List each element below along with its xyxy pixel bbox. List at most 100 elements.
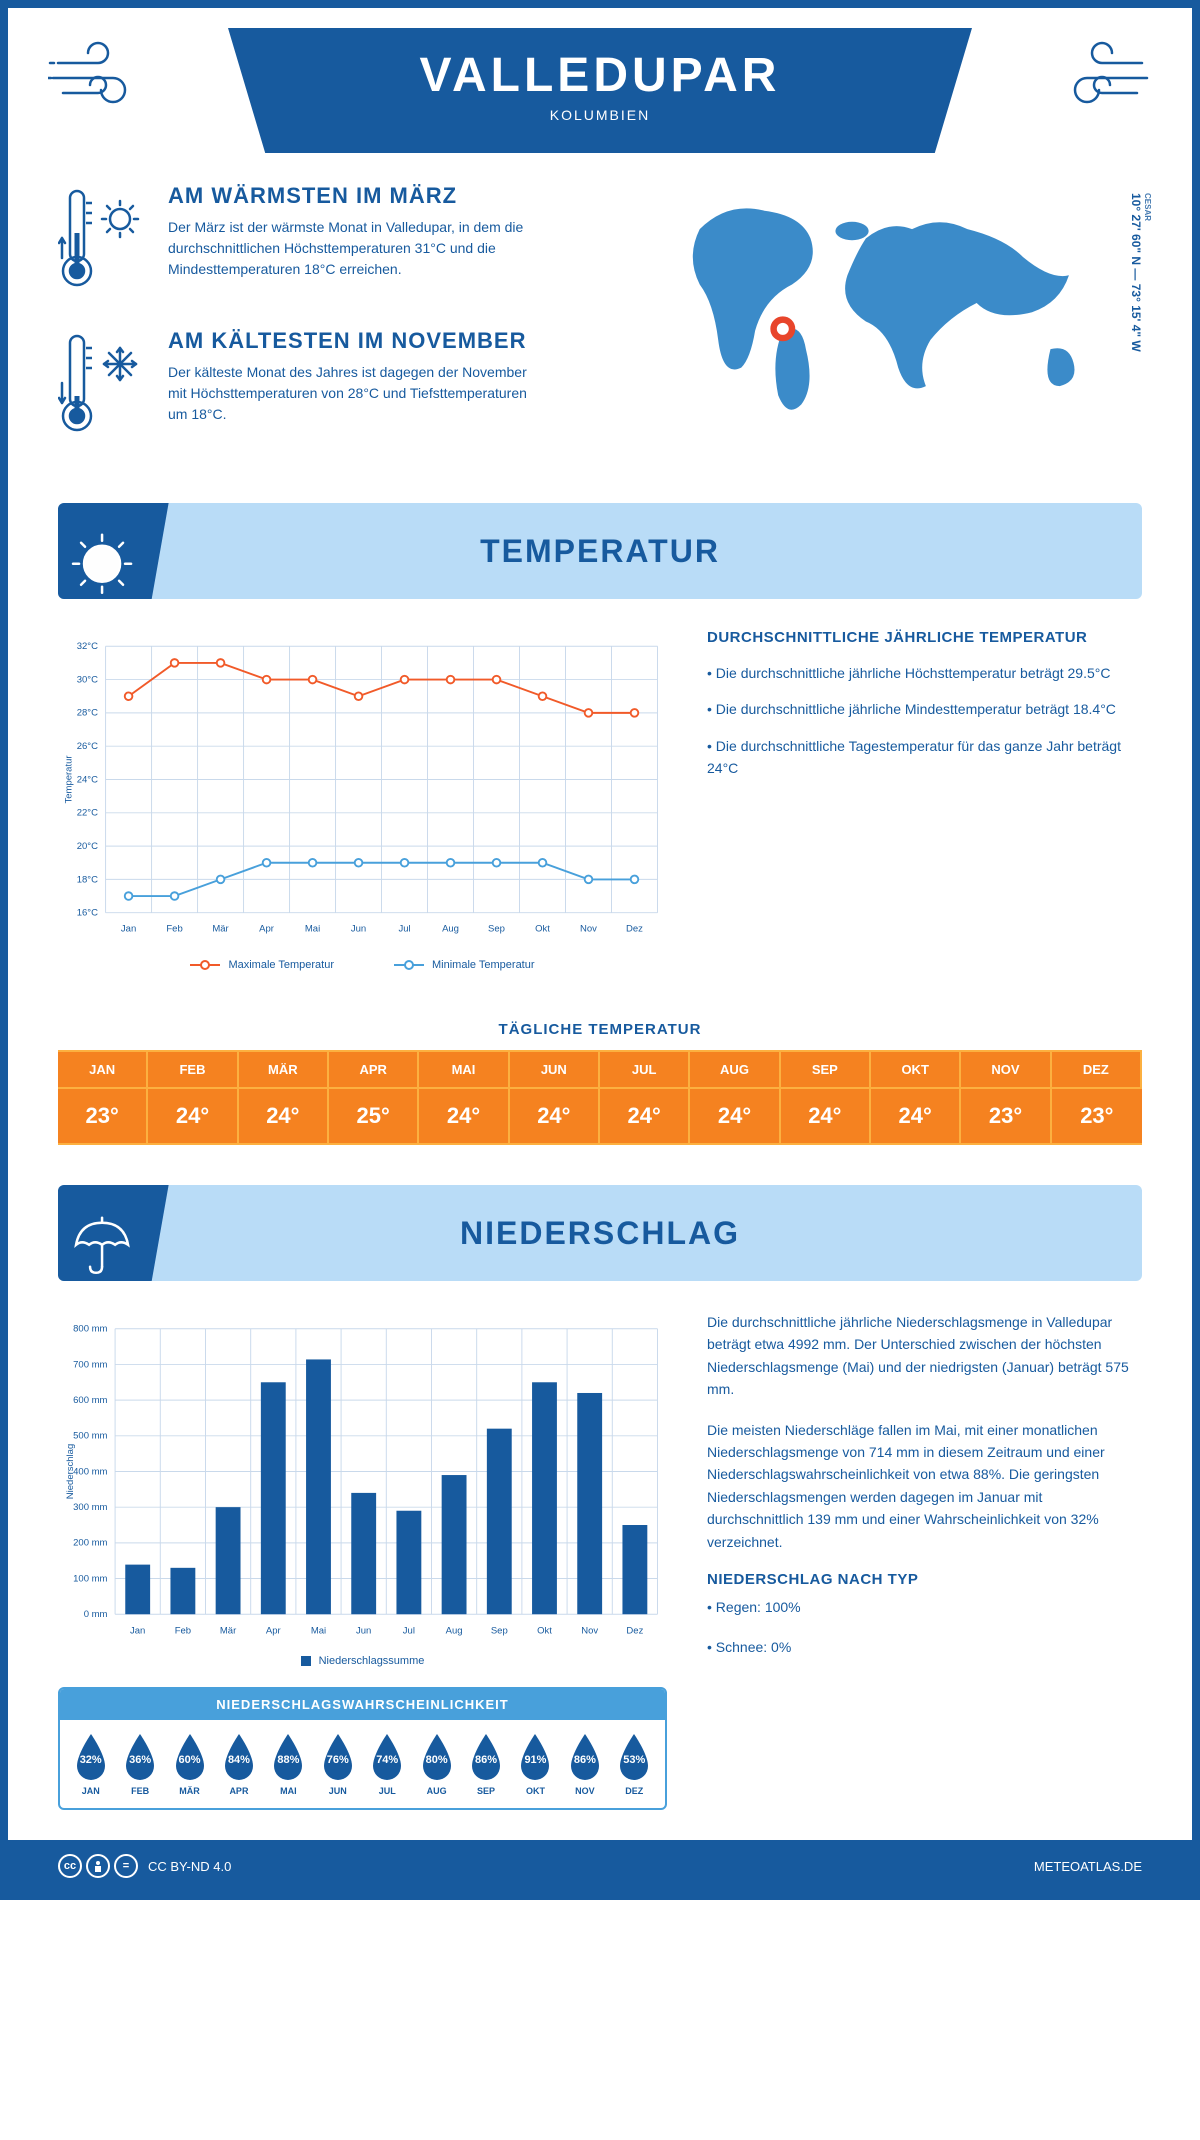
drop-cell: 84% APR <box>216 1732 261 1796</box>
legend-max-label: Maximale Temperatur <box>228 959 334 971</box>
intro-left: AM WÄRMSTEN IM MÄRZ Der März ist der wär… <box>58 183 605 473</box>
svg-text:Jun: Jun <box>356 1625 371 1636</box>
svg-text:Nov: Nov <box>581 1625 598 1636</box>
raindrop-icon: 32% <box>71 1732 111 1782</box>
temperature-line-chart: 16°C18°C20°C22°C24°C26°C28°C30°C32°CJanF… <box>58 629 667 949</box>
precip-rain: • Regen: 100% <box>707 1596 1142 1618</box>
raindrop-icon: 36% <box>120 1732 160 1782</box>
drop-cell: 36% FEB <box>117 1732 162 1796</box>
drop-month: OKT <box>513 1786 558 1796</box>
drop-month: NOV <box>562 1786 607 1796</box>
drop-month: JUN <box>315 1786 360 1796</box>
raindrop-icon: 80% <box>417 1732 457 1782</box>
temperature-title: TEMPERATUR <box>480 533 720 570</box>
precipitation-left: 0 mm100 mm200 mm300 mm400 mm500 mm600 mm… <box>58 1311 667 1810</box>
daily-month: OKT <box>871 1052 961 1087</box>
warmest-desc: Der März ist der wärmste Monat in Valled… <box>168 217 548 280</box>
raindrop-icon: 88% <box>268 1732 308 1782</box>
raindrop-icon: 74% <box>367 1732 407 1782</box>
svg-text:Nov: Nov <box>580 924 597 935</box>
svg-text:28°C: 28°C <box>77 708 98 719</box>
drop-cell: 76% JUN <box>315 1732 360 1796</box>
daily-value: 24° <box>871 1087 961 1143</box>
precip-type-title: NIEDERSCHLAG NACH TYP <box>707 1571 1142 1588</box>
drop-cell: 53% DEZ <box>612 1732 657 1796</box>
precip-p2: Die meisten Niederschläge fallen im Mai,… <box>707 1419 1142 1553</box>
precipitation-info: Die durchschnittliche jährliche Niedersc… <box>707 1311 1142 1810</box>
probability-title: NIEDERSCHLAGSWAHRSCHEINLICHKEIT <box>60 1689 665 1720</box>
drop-cell: 60% MÄR <box>167 1732 212 1796</box>
svg-text:Mai: Mai <box>305 924 320 935</box>
svg-text:18°C: 18°C <box>77 874 98 885</box>
drop-cell: 91% OKT <box>513 1732 558 1796</box>
svg-text:Apr: Apr <box>266 1625 281 1636</box>
svg-text:Okt: Okt <box>537 1625 552 1636</box>
temperature-legend: .legend-item:first-child .legend-swatch:… <box>58 959 667 971</box>
footer-left: cc = CC BY-ND 4.0 <box>58 1854 231 1878</box>
daily-month: MÄR <box>239 1052 329 1087</box>
drop-percent: 91% <box>524 1754 546 1766</box>
drop-percent: 80% <box>426 1754 448 1766</box>
svg-text:700 mm: 700 mm <box>73 1359 107 1370</box>
cc-icons: cc = <box>58 1854 138 1878</box>
daily-month: MAI <box>419 1052 509 1087</box>
svg-text:400 mm: 400 mm <box>73 1466 107 1477</box>
precipitation-section-header: NIEDERSCHLAG <box>58 1185 1142 1281</box>
daily-month: JUL <box>600 1052 690 1087</box>
svg-text:Okt: Okt <box>535 924 550 935</box>
raindrop-icon: 86% <box>466 1732 506 1782</box>
drop-percent: 86% <box>475 1754 497 1766</box>
temperature-info: DURCHSCHNITTLICHE JÄHRLICHE TEMPERATUR •… <box>707 629 1142 971</box>
drop-month: AUG <box>414 1786 459 1796</box>
svg-text:Mär: Mär <box>212 924 228 935</box>
svg-text:500 mm: 500 mm <box>73 1431 107 1442</box>
infographic-page: VALLEDUPAR KOLUMBIEN AM WÄRMSTEN IM MÄRZ… <box>0 0 1200 1900</box>
svg-text:Sep: Sep <box>491 1625 508 1636</box>
raindrop-icon: 76% <box>318 1732 358 1782</box>
umbrella-badge-icon <box>58 1185 170 1281</box>
svg-text:300 mm: 300 mm <box>73 1502 107 1513</box>
svg-text:16°C: 16°C <box>77 908 98 919</box>
svg-text:22°C: 22°C <box>77 808 98 819</box>
svg-text:Sep: Sep <box>488 924 505 935</box>
svg-text:Feb: Feb <box>175 1625 191 1636</box>
daily-month: APR <box>329 1052 419 1087</box>
temperature-body: 16°C18°C20°C22°C24°C26°C28°C30°C32°CJanF… <box>8 629 1192 991</box>
daily-month: DEZ <box>1052 1052 1142 1087</box>
daily-value: 23° <box>961 1087 1051 1143</box>
coldest-block: AM KÄLTESTEN IM NOVEMBER Der kälteste Mo… <box>58 328 605 443</box>
precip-snow: • Schnee: 0% <box>707 1636 1142 1658</box>
drop-month: MAI <box>266 1786 311 1796</box>
thermometer-hot-icon <box>58 183 148 298</box>
drop-percent: 74% <box>376 1754 398 1766</box>
site-credit: METEOATLAS.DE <box>1034 1859 1142 1874</box>
legend-min: .legend-item:last-child .legend-swatch::… <box>394 959 535 971</box>
coldest-title: AM KÄLTESTEN IM NOVEMBER <box>168 328 548 354</box>
warmest-title: AM WÄRMSTEN IM MÄRZ <box>168 183 548 209</box>
drop-percent: 86% <box>574 1754 596 1766</box>
drop-month: MÄR <box>167 1786 212 1796</box>
svg-text:32°C: 32°C <box>77 641 98 652</box>
raindrop-icon: 53% <box>614 1732 654 1782</box>
precipitation-bar-chart: 0 mm100 mm200 mm300 mm400 mm500 mm600 mm… <box>58 1311 667 1651</box>
svg-text:200 mm: 200 mm <box>73 1538 107 1549</box>
svg-text:0 mm: 0 mm <box>84 1609 108 1620</box>
svg-text:Jun: Jun <box>351 924 366 935</box>
temp-info-b2: • Die durchschnittliche jährliche Mindes… <box>707 698 1142 720</box>
daily-month: FEB <box>148 1052 238 1087</box>
warmest-text: AM WÄRMSTEN IM MÄRZ Der März ist der wär… <box>168 183 548 298</box>
coordinates: CESAR 10° 27' 60" N — 73° 15' 4" W <box>1129 193 1152 352</box>
bar-legend-label: Niederschlagssumme <box>319 1655 425 1667</box>
raindrop-icon: 84% <box>219 1732 259 1782</box>
svg-text:Dez: Dez <box>626 924 643 935</box>
header-wrap: VALLEDUPAR KOLUMBIEN <box>8 8 1192 153</box>
svg-text:24°C: 24°C <box>77 774 98 785</box>
raindrop-icon: 91% <box>515 1732 555 1782</box>
probability-drops: 32% JAN 36% FEB 60% MÄR 84% APR <box>60 1720 665 1808</box>
daily-month: SEP <box>781 1052 871 1087</box>
coords-text: 10° 27' 60" N — 73° 15' 4" W <box>1129 193 1143 352</box>
thermometer-cold-icon <box>58 328 148 443</box>
svg-text:26°C: 26°C <box>77 741 98 752</box>
raindrop-icon: 60% <box>170 1732 210 1782</box>
daily-value: 24° <box>510 1087 600 1143</box>
